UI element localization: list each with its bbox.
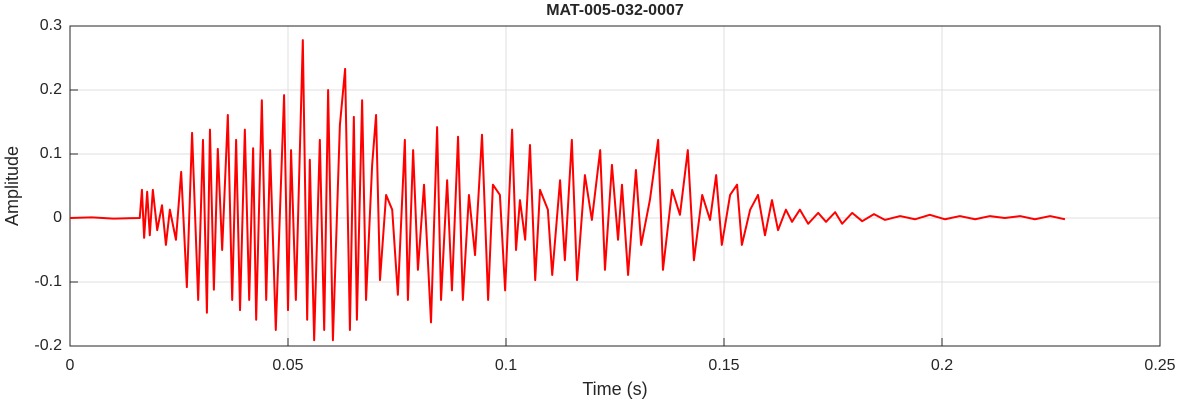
y-tick-label: -0.1 — [34, 273, 62, 290]
y-axis-label: Amplitude — [2, 146, 22, 226]
x-axis-label: Time (s) — [582, 379, 647, 399]
x-tick-label: 0.15 — [708, 357, 739, 374]
x-tick-label: 0.25 — [1144, 357, 1175, 374]
x-tick-label: 0.2 — [931, 357, 953, 374]
y-tick-label: 0 — [53, 209, 62, 226]
signal-line — [69, 39, 1066, 342]
y-tick-label: 0.2 — [40, 81, 62, 98]
x-tick-label: 0.1 — [495, 357, 517, 374]
plot-frame — [69, 25, 1161, 347]
x-tick-label: 0 — [66, 357, 75, 374]
x-tick-label: 0.05 — [272, 357, 303, 374]
plot-area — [70, 26, 1160, 346]
y-tick-label: 0.3 — [40, 17, 62, 34]
y-tick-label: 0.1 — [40, 145, 62, 162]
chart-title: MAT-005-032-0007 — [546, 2, 684, 19]
y-tick-label: -0.2 — [34, 337, 62, 354]
